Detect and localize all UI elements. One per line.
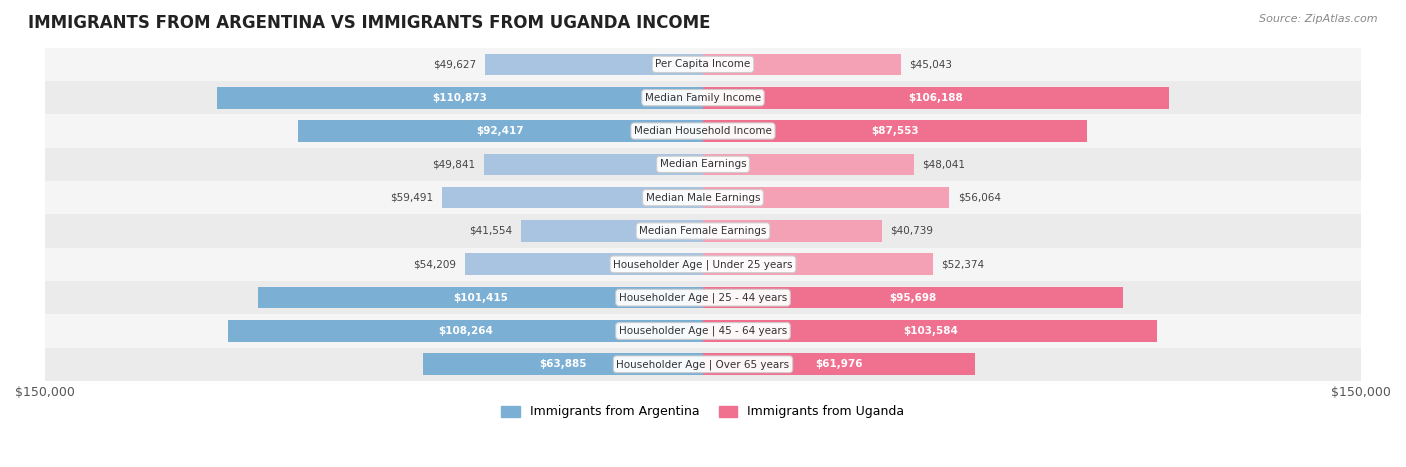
Text: $108,264: $108,264 xyxy=(439,326,494,336)
Bar xyxy=(45,148,1361,181)
Text: Per Capita Income: Per Capita Income xyxy=(655,59,751,70)
Bar xyxy=(703,87,1168,108)
Text: $103,584: $103,584 xyxy=(903,326,957,336)
Legend: Immigrants from Argentina, Immigrants from Uganda: Immigrants from Argentina, Immigrants fr… xyxy=(495,399,911,425)
Bar xyxy=(259,287,703,309)
Bar xyxy=(45,314,1361,347)
Bar xyxy=(703,320,1157,342)
Bar xyxy=(228,320,703,342)
Bar xyxy=(703,120,1087,142)
Text: IMMIGRANTS FROM ARGENTINA VS IMMIGRANTS FROM UGANDA INCOME: IMMIGRANTS FROM ARGENTINA VS IMMIGRANTS … xyxy=(28,14,710,32)
Bar xyxy=(484,154,703,175)
Bar xyxy=(45,114,1361,148)
Text: $101,415: $101,415 xyxy=(453,293,508,303)
Bar xyxy=(703,287,1123,309)
Bar xyxy=(441,187,703,208)
Bar xyxy=(703,354,974,375)
Bar xyxy=(465,254,703,275)
Text: $95,698: $95,698 xyxy=(889,293,936,303)
Text: $56,064: $56,064 xyxy=(957,193,1001,203)
Text: $110,873: $110,873 xyxy=(433,92,488,103)
Text: $40,739: $40,739 xyxy=(890,226,934,236)
Text: $92,417: $92,417 xyxy=(477,126,524,136)
Text: $54,209: $54,209 xyxy=(413,259,457,269)
Text: $49,841: $49,841 xyxy=(433,159,475,170)
Text: Median Family Income: Median Family Income xyxy=(645,92,761,103)
Text: Median Earnings: Median Earnings xyxy=(659,159,747,170)
Text: Householder Age | 45 - 64 years: Householder Age | 45 - 64 years xyxy=(619,325,787,336)
Text: $41,554: $41,554 xyxy=(468,226,512,236)
Text: Householder Age | 25 - 44 years: Householder Age | 25 - 44 years xyxy=(619,292,787,303)
Bar xyxy=(45,248,1361,281)
Bar xyxy=(217,87,703,108)
Text: Median Female Earnings: Median Female Earnings xyxy=(640,226,766,236)
Bar xyxy=(423,354,703,375)
Text: $49,627: $49,627 xyxy=(433,59,477,70)
Text: Householder Age | Over 65 years: Householder Age | Over 65 years xyxy=(616,359,790,369)
Bar xyxy=(45,181,1361,214)
Bar xyxy=(45,81,1361,114)
Text: $48,041: $48,041 xyxy=(922,159,966,170)
Text: Source: ZipAtlas.com: Source: ZipAtlas.com xyxy=(1260,14,1378,24)
Bar xyxy=(703,254,932,275)
Bar xyxy=(703,220,882,242)
Text: Median Male Earnings: Median Male Earnings xyxy=(645,193,761,203)
Text: $52,374: $52,374 xyxy=(942,259,984,269)
Bar xyxy=(45,214,1361,248)
Bar xyxy=(520,220,703,242)
Text: $61,976: $61,976 xyxy=(815,359,863,369)
Text: $87,553: $87,553 xyxy=(872,126,920,136)
Bar xyxy=(45,48,1361,81)
Text: $106,188: $106,188 xyxy=(908,92,963,103)
Bar xyxy=(703,54,901,75)
Bar xyxy=(485,54,703,75)
Bar xyxy=(45,281,1361,314)
Bar xyxy=(703,187,949,208)
Bar xyxy=(45,347,1361,381)
Text: $63,885: $63,885 xyxy=(538,359,586,369)
Bar xyxy=(298,120,703,142)
Text: Median Household Income: Median Household Income xyxy=(634,126,772,136)
Text: Householder Age | Under 25 years: Householder Age | Under 25 years xyxy=(613,259,793,269)
Bar xyxy=(703,154,914,175)
Text: $59,491: $59,491 xyxy=(389,193,433,203)
Text: $45,043: $45,043 xyxy=(910,59,952,70)
